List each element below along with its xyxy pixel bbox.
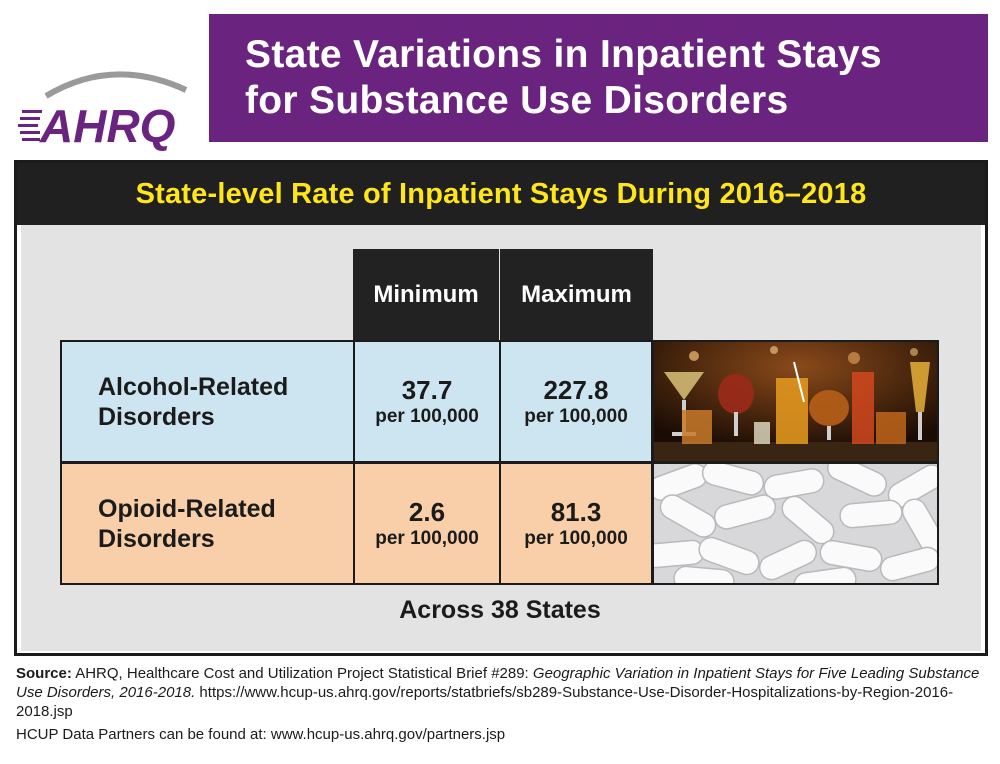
column-header-maximum: Maximum	[500, 249, 653, 341]
title-banner: State Variations in Inpatient Stays for …	[209, 14, 988, 142]
source-label: Source:	[16, 665, 72, 682]
cell-unit: per 100,000	[524, 527, 628, 549]
cell-value: 227.8	[543, 374, 609, 405]
ahrq-logo: AHRQ	[18, 62, 208, 152]
cell-unit: per 100,000	[375, 405, 479, 427]
row-label-line: Disorders	[98, 524, 215, 553]
cell-value: 37.7	[401, 374, 453, 405]
logo-text: AHRQ	[39, 100, 176, 152]
cell-value: 2.6	[408, 496, 446, 527]
row-label-line: Disorders	[98, 402, 215, 431]
opioid-maximum-cell: 81.3 per 100,000	[499, 462, 653, 585]
column-header-minimum: Minimum	[353, 249, 499, 341]
panel-header-text: State-level Rate of Inpatient Stays Duri…	[135, 177, 867, 210]
row-label-opioid: Opioid-Related Disorders	[60, 462, 354, 585]
source-title: Geographic Variation in Inpatient Stays …	[16, 665, 980, 701]
opioid-minimum-cell: 2.6 per 100,000	[353, 462, 501, 585]
across-states-note: Across 38 States	[399, 596, 601, 624]
row-label-line: Opioid-Related	[98, 494, 276, 523]
row-label-line: Alcohol-Related	[98, 372, 289, 401]
cell-value: 81.3	[550, 496, 602, 527]
source-citation: Source: AHRQ, Healthcare Cost and Utiliz…	[16, 664, 986, 721]
source-text: AHRQ, Healthcare Cost and Utilization Pr…	[71, 665, 533, 682]
alcohol-maximum-cell: 227.8 per 100,000	[499, 340, 653, 463]
alcohol-minimum-cell: 37.7 per 100,000	[353, 340, 501, 463]
white-pills-image	[652, 462, 939, 585]
title-line-2: for Substance Use Disorders	[245, 79, 789, 122]
title-line-1: State Variations in Inpatient Stays	[245, 33, 882, 76]
source-url[interactable]: https://www.hcup-us.ahrq.gov/reports/sta…	[16, 684, 954, 720]
partners-note: HCUP Data Partners can be found at: www.…	[16, 726, 506, 743]
panel-header: State-level Rate of Inpatient Stays Duri…	[17, 163, 985, 225]
cell-unit: per 100,000	[375, 527, 479, 549]
alcohol-drinks-image	[652, 340, 939, 463]
cell-unit: per 100,000	[524, 405, 628, 427]
row-label-alcohol: Alcohol-Related Disorders	[60, 340, 354, 463]
